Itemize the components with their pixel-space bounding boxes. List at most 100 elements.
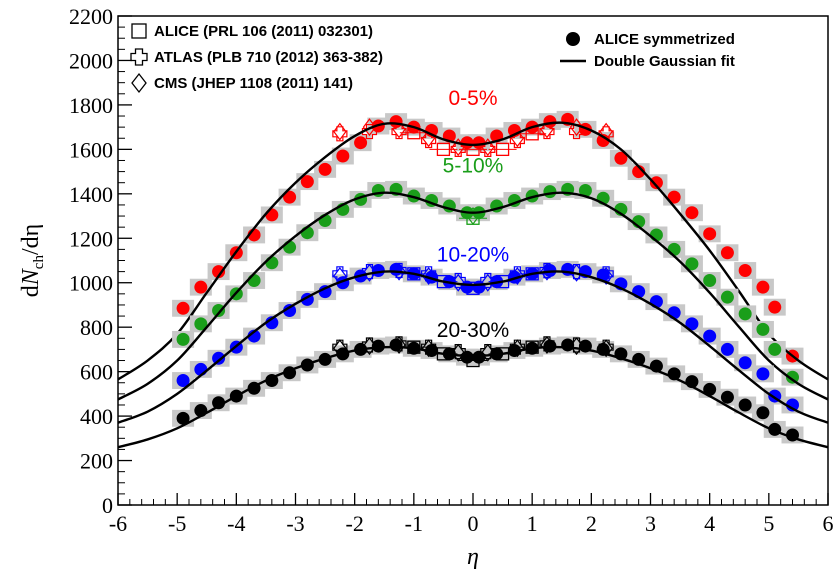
series-10-20%: 10-20% xyxy=(117,244,829,424)
legend-entry-line: Double Gaussian fit xyxy=(560,53,735,70)
x-tick-label: 2 xyxy=(586,511,597,536)
y-tick-label: 1600 xyxy=(69,137,113,162)
x-tick-label: 3 xyxy=(645,511,656,536)
alice-sym-point xyxy=(685,317,699,331)
legend-label: ALICE (PRL 106 (2011) 032301) xyxy=(154,23,373,40)
alice-sym-point xyxy=(283,304,297,318)
alice-sym-point xyxy=(354,136,368,150)
y-tick-label: 1400 xyxy=(69,182,113,207)
legend: ALICE (PRL 106 (2011) 032301) ATLAS (PLB … xyxy=(130,23,735,94)
alice-sym-point xyxy=(460,280,474,294)
atlas-point xyxy=(539,123,555,140)
fit-curve xyxy=(117,121,829,381)
x-tick-label: 0 xyxy=(468,511,479,536)
alice-sym-point xyxy=(212,351,226,365)
alice-sym-point xyxy=(685,257,699,271)
centrality-label: 0-5% xyxy=(448,87,497,110)
alice-sym-point xyxy=(371,339,385,353)
cms-point xyxy=(333,122,347,141)
alice-sym-point xyxy=(614,151,628,165)
alice-sym-point xyxy=(738,264,752,278)
alice-sym-point xyxy=(389,115,403,129)
legend-entry-open-cross: ATLAS (PLB 710 (2012) 363-382) xyxy=(130,48,383,66)
alice-sym-point xyxy=(703,227,717,241)
alice-sym-point xyxy=(649,176,663,190)
series-5-10%: 5-10% xyxy=(117,155,829,401)
alice-sym-point xyxy=(247,274,261,288)
centrality-label: 20-30% xyxy=(437,319,509,342)
atlas-point xyxy=(450,141,466,157)
alice-sym-point xyxy=(786,370,799,384)
alice-sym-point xyxy=(720,246,734,260)
alice-sym-point xyxy=(561,338,575,352)
fit-curve xyxy=(117,345,829,449)
fit-curve xyxy=(117,270,829,424)
x-tick-label: -2 xyxy=(346,511,364,536)
alice-sym-point xyxy=(756,280,770,294)
x-tick-label: -3 xyxy=(286,511,304,536)
alice-sym-point xyxy=(667,190,681,204)
x-tick-label: 4 xyxy=(704,511,715,536)
alice-sym-point xyxy=(176,411,190,425)
alice-sym-point xyxy=(472,280,486,294)
alice-sym-point xyxy=(472,136,486,150)
alice-sym-point xyxy=(176,374,190,388)
alice-sym-point xyxy=(176,301,190,315)
x-tick-label: -1 xyxy=(405,511,423,536)
alice-sym-point xyxy=(212,396,226,410)
alice-sym-point xyxy=(768,342,782,356)
series-20-30%: 20-30% xyxy=(117,319,829,449)
legend-square-icon xyxy=(131,23,147,39)
alice-sym-point xyxy=(703,274,717,288)
x-tick-label: -5 xyxy=(168,511,186,536)
alice-sym-point xyxy=(283,190,297,204)
alice-sym-point xyxy=(756,322,770,336)
y-tick-label: 1800 xyxy=(69,93,113,118)
alice-sym-point xyxy=(318,162,332,176)
x-axis-title: η xyxy=(467,544,479,570)
legend-label: ATLAS (PLB 710 (2012) 363-382) xyxy=(154,49,383,66)
alice-sym-point xyxy=(738,398,752,412)
legend-cross-icon xyxy=(130,48,148,66)
alice-sym-point xyxy=(194,280,208,294)
alice-sym-point xyxy=(212,265,226,279)
atlas-point xyxy=(332,126,348,142)
alice-sym-point xyxy=(703,382,717,396)
alice-sym-point xyxy=(768,300,782,314)
legend-entry-open-square: ALICE (PRL 106 (2011) 032301) xyxy=(131,23,373,40)
alice-sym-point xyxy=(667,242,681,256)
y-tick-label: 1000 xyxy=(69,271,113,296)
alice-sym-point xyxy=(703,329,717,343)
atlas-point xyxy=(391,123,407,140)
atlas-point xyxy=(421,132,437,149)
series-0-5%: 0-5% xyxy=(117,87,829,381)
alice-sym-point xyxy=(318,285,332,299)
legend-label: CMS (JHEP 1108 (2011) 141) xyxy=(154,75,353,92)
alice-sym-point xyxy=(460,350,474,364)
alice-sym-point xyxy=(300,175,314,189)
alice-sym-point xyxy=(472,350,486,364)
alice-sym-point xyxy=(596,268,610,282)
alice-sym-point xyxy=(738,356,752,370)
y-tick-label: 2000 xyxy=(69,48,113,73)
alice-sym-point xyxy=(738,307,752,321)
alice-sym-point xyxy=(389,262,403,276)
alice-sym-point xyxy=(543,115,557,129)
legend-entry-filled-circle: ALICE symmetrized xyxy=(566,31,735,48)
alice-sym-point xyxy=(283,240,297,254)
alice-sym-point xyxy=(336,149,350,163)
alice-sym-point xyxy=(756,367,770,381)
alice-sym-point xyxy=(265,256,279,270)
alice-sym-point xyxy=(720,290,734,304)
x-tick-label: 6 xyxy=(823,511,834,536)
alice-sym-point xyxy=(685,206,699,220)
alice-sym-point xyxy=(596,133,610,147)
alice-sym-point xyxy=(543,185,557,199)
axes: -6 -5 -4 -3 -2 -1 0 1 2 3 4 5 6 0 200 400 600 800 1000 1200… xyxy=(18,4,834,570)
y-axis-title: dNch/dη xyxy=(18,224,47,297)
y-tick-label: 2200 xyxy=(69,4,113,29)
y-tick-label: 600 xyxy=(80,360,113,385)
alice-sym-point xyxy=(578,183,592,197)
y-tick-label: 800 xyxy=(80,315,113,340)
